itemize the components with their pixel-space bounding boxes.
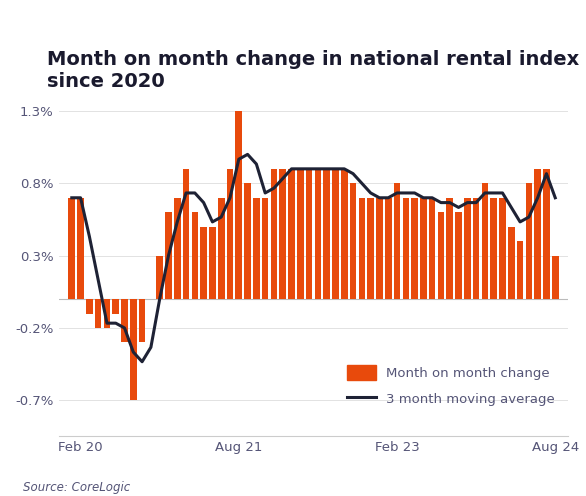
- Text: Month on month change in national rental index
since 2020: Month on month change in national rental…: [47, 50, 579, 91]
- Bar: [244, 184, 251, 299]
- Bar: [552, 255, 558, 299]
- Bar: [174, 198, 180, 299]
- Bar: [473, 198, 479, 299]
- Bar: [359, 198, 365, 299]
- Bar: [306, 169, 312, 299]
- Bar: [403, 198, 409, 299]
- Bar: [420, 198, 427, 299]
- Bar: [499, 198, 506, 299]
- Bar: [438, 212, 444, 299]
- Bar: [253, 198, 260, 299]
- Bar: [165, 212, 172, 299]
- Bar: [341, 169, 347, 299]
- Bar: [490, 198, 497, 299]
- Bar: [517, 241, 523, 299]
- Bar: [192, 212, 198, 299]
- Bar: [77, 198, 84, 299]
- Bar: [332, 169, 339, 299]
- Bar: [271, 169, 277, 299]
- Legend: Month on month change, 3 month moving average: Month on month change, 3 month moving av…: [340, 358, 562, 413]
- Bar: [534, 169, 541, 299]
- Bar: [104, 299, 110, 328]
- Bar: [209, 227, 216, 299]
- Bar: [139, 299, 145, 342]
- Bar: [464, 198, 471, 299]
- Bar: [350, 184, 356, 299]
- Bar: [367, 198, 374, 299]
- Text: Source: CoreLogic: Source: CoreLogic: [23, 481, 131, 494]
- Bar: [69, 198, 75, 299]
- Bar: [455, 212, 462, 299]
- Bar: [183, 169, 189, 299]
- Bar: [113, 299, 119, 313]
- Bar: [526, 184, 532, 299]
- Bar: [262, 198, 268, 299]
- Bar: [323, 169, 330, 299]
- Bar: [288, 169, 295, 299]
- Bar: [236, 111, 242, 299]
- Bar: [429, 198, 435, 299]
- Bar: [280, 169, 286, 299]
- Bar: [297, 169, 304, 299]
- Bar: [130, 299, 137, 400]
- Bar: [394, 184, 400, 299]
- Bar: [376, 198, 383, 299]
- Bar: [227, 169, 233, 299]
- Bar: [315, 169, 321, 299]
- Bar: [482, 184, 488, 299]
- Bar: [121, 299, 128, 342]
- Bar: [543, 169, 550, 299]
- Bar: [95, 299, 101, 328]
- Bar: [508, 227, 515, 299]
- Bar: [447, 198, 453, 299]
- Bar: [156, 255, 163, 299]
- Bar: [200, 227, 207, 299]
- Bar: [385, 198, 391, 299]
- Bar: [218, 198, 224, 299]
- Bar: [411, 198, 418, 299]
- Bar: [86, 299, 93, 313]
